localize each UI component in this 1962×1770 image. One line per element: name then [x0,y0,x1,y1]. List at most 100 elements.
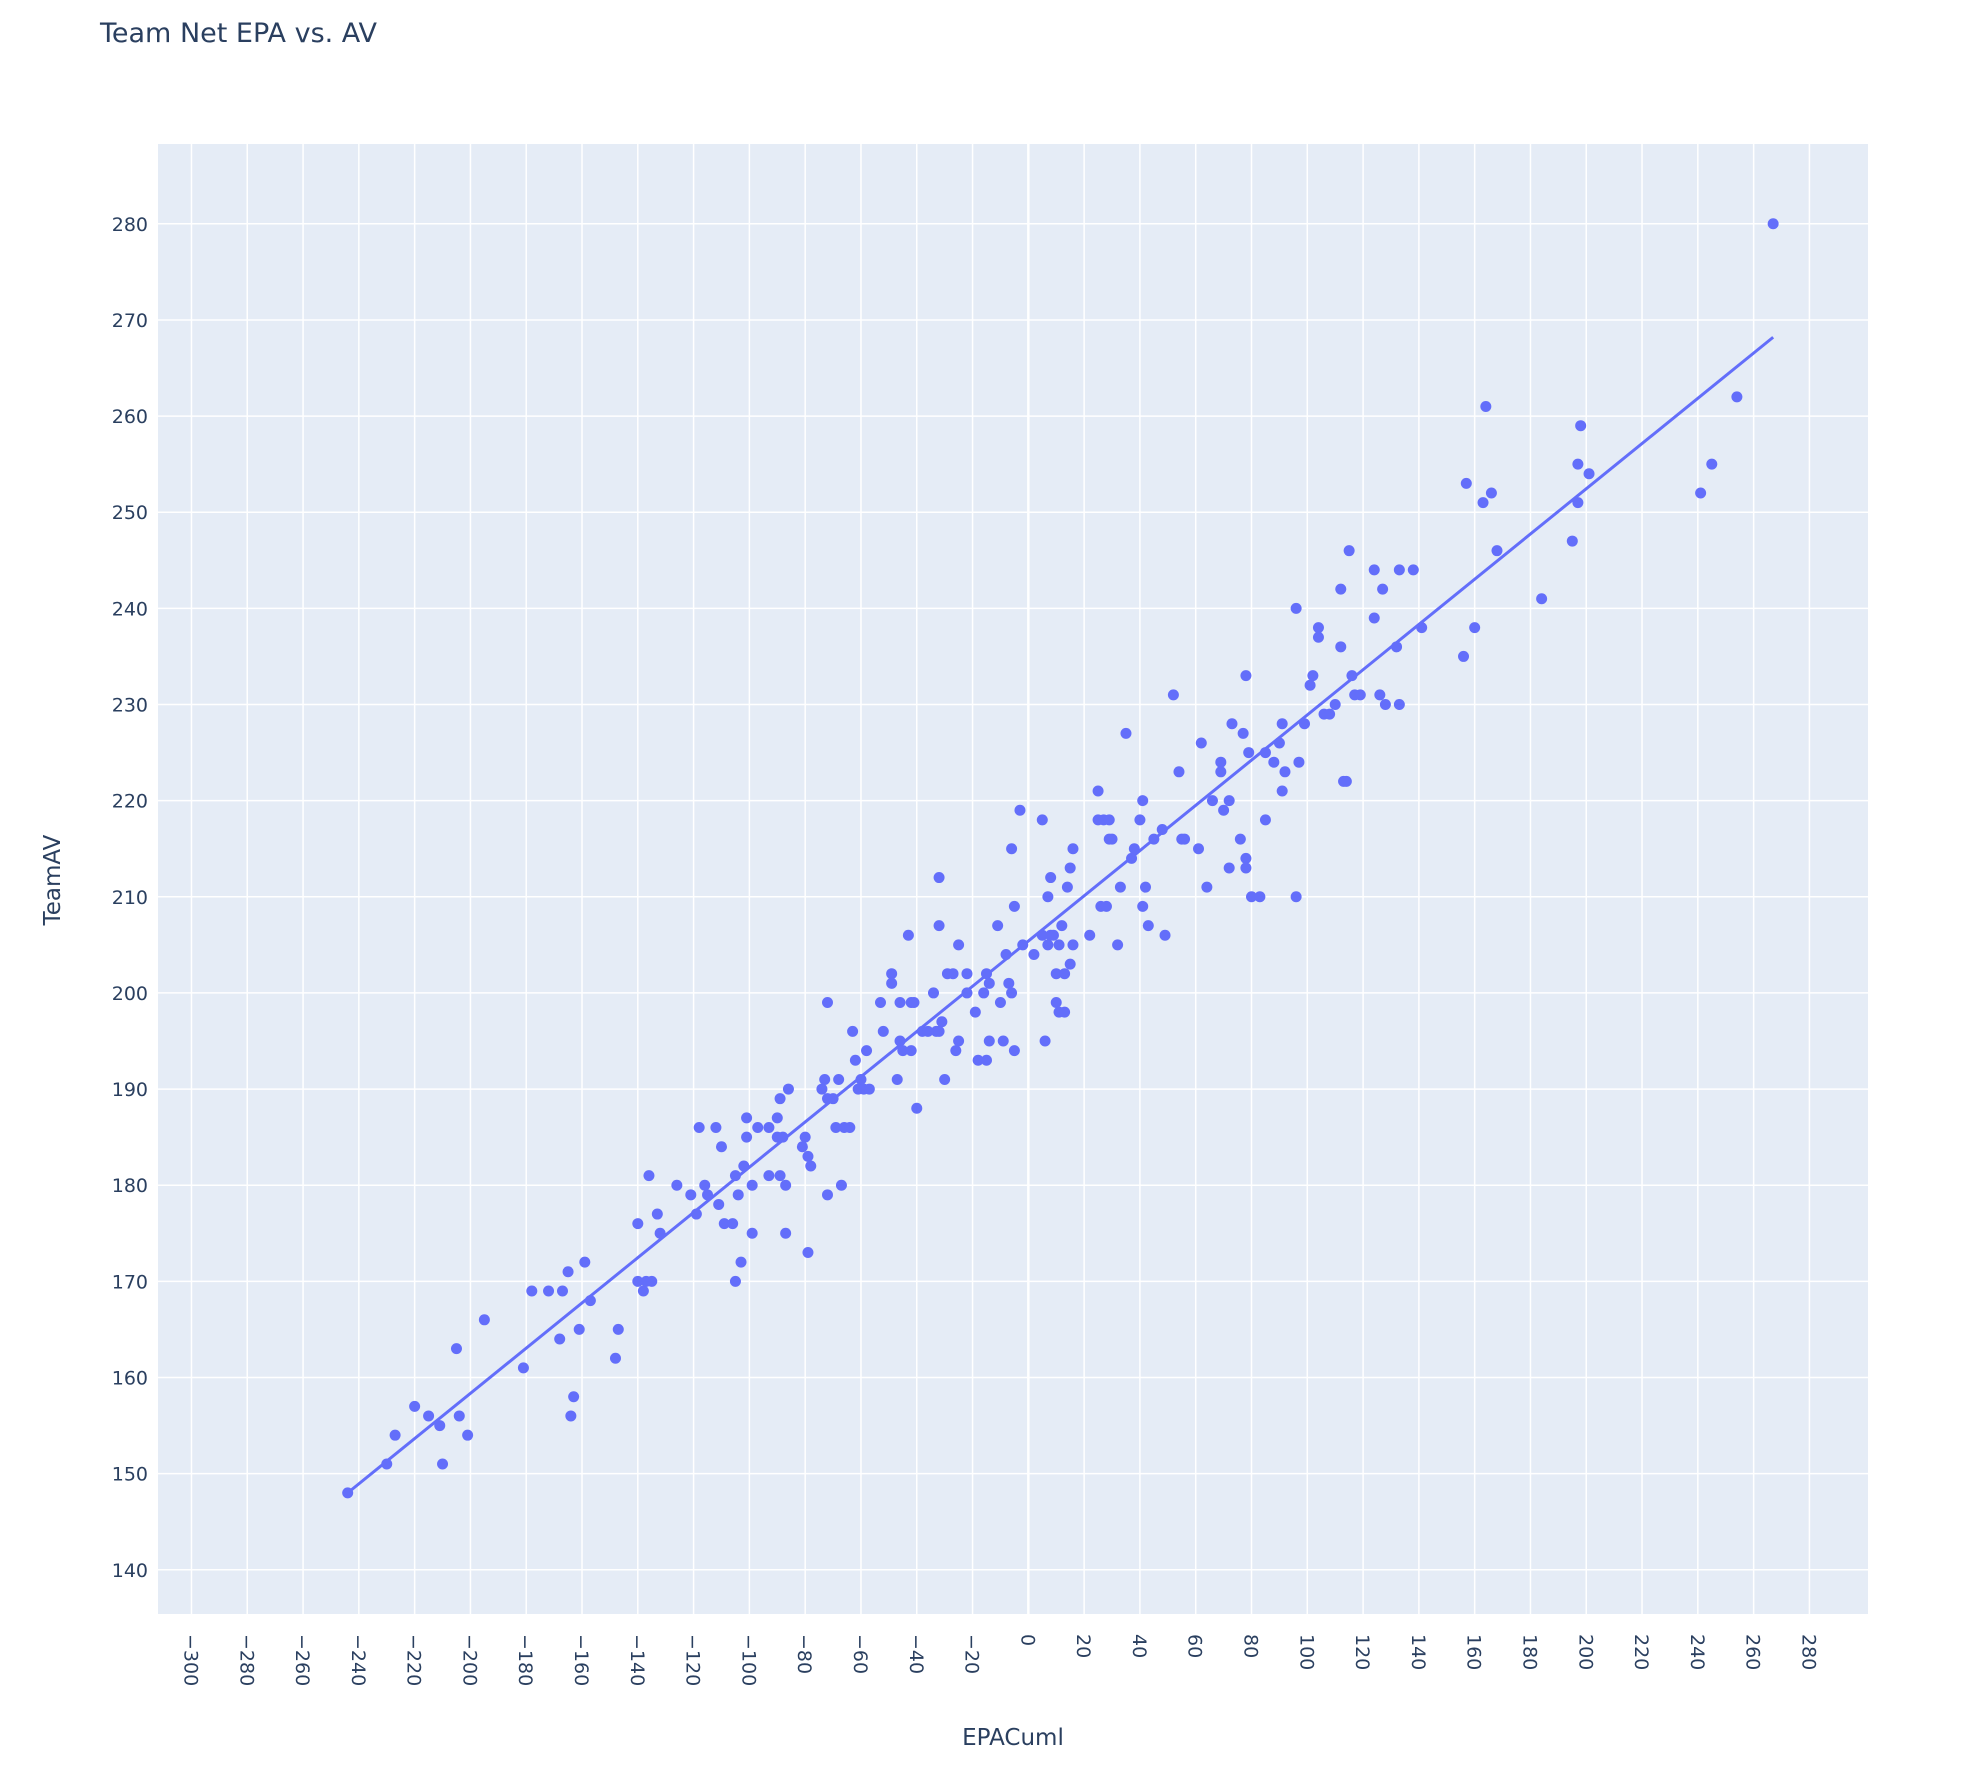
data-point [1223,795,1235,807]
data-point [1193,843,1205,855]
data-point [1106,833,1118,845]
data-point [980,1054,992,1066]
data-point [1695,487,1707,499]
x-tick-label: −240 [347,1634,369,1686]
data-point [877,1025,889,1037]
data-point [1215,766,1227,778]
data-point [1731,391,1743,403]
data-point [1304,679,1316,691]
data-point [961,968,973,980]
data-point [1416,622,1428,634]
data-point [1017,939,1029,951]
data-point [983,1035,995,1047]
data-point [685,1189,697,1201]
data-point [894,1035,906,1047]
data-point [1006,843,1018,855]
x-tick-label: −60 [849,1634,871,1674]
data-point [741,1131,753,1143]
y-tick-label: 250 [112,502,148,524]
data-point [1103,814,1115,826]
data-point [1379,699,1391,711]
data-point [1572,497,1584,509]
x-tick-label: −160 [570,1634,592,1686]
data-point [556,1285,568,1297]
data-point [1042,891,1054,903]
data-point [1167,689,1179,701]
data-point [693,1122,705,1134]
data-point [1100,900,1112,912]
data-point [1460,477,1472,489]
y-tick-label: 150 [112,1464,148,1486]
data-point [994,997,1006,1009]
data-point [1179,833,1191,845]
x-tick-label: 120 [1351,1634,1373,1670]
plot-background [158,144,1868,1614]
data-point [409,1400,421,1412]
data-point [1173,766,1185,778]
data-point [1142,920,1154,932]
data-point [1407,564,1419,576]
data-point [1335,641,1347,653]
data-point [780,1179,792,1191]
x-tick-label: 80 [1240,1634,1262,1658]
data-point [763,1170,775,1182]
x-tick-label: 220 [1630,1634,1652,1670]
data-point [1767,218,1779,230]
data-point [897,1045,909,1057]
x-tick-label: −180 [514,1634,536,1686]
data-point [1084,929,1096,941]
data-point [1279,766,1291,778]
data-point [933,872,945,884]
x-tick-label: 280 [1797,1634,1819,1670]
data-point [434,1420,446,1432]
x-tick-label: 140 [1407,1634,1429,1670]
data-point [863,1083,875,1095]
data-point [646,1275,658,1287]
data-point [1134,814,1146,826]
data-point [983,977,995,989]
data-point [1112,939,1124,951]
data-point [1047,929,1059,941]
data-point [833,1073,845,1085]
data-point [777,1131,789,1143]
y-tick-label: 140 [112,1560,148,1582]
data-point [953,939,965,951]
data-point [1050,997,1062,1009]
x-tick-label: −280 [235,1634,257,1686]
data-point [1480,400,1492,412]
y-tick-label: 270 [112,310,148,332]
x-tick-label: 200 [1574,1634,1596,1670]
data-point [1343,545,1355,557]
x-tick-label: −220 [403,1634,425,1686]
data-point [980,968,992,980]
data-point [1299,718,1311,730]
data-point [1346,670,1358,682]
data-point [763,1122,775,1134]
data-point [1290,602,1302,614]
data-point [1237,727,1249,739]
x-tick-label: −80 [793,1634,815,1674]
data-point [568,1391,580,1403]
data-point [741,1112,753,1124]
gridlines [158,144,1868,1614]
data-point [727,1218,739,1230]
data-point [849,1054,861,1066]
data-point [774,1093,786,1105]
data-point [1092,785,1104,797]
data-point [933,920,945,932]
x-tick-label: 40 [1128,1634,1150,1658]
data-point [774,1170,786,1182]
data-point [729,1275,741,1287]
data-point [1259,747,1271,759]
data-point [565,1410,577,1422]
data-point [671,1179,683,1191]
data-point [1374,689,1386,701]
data-point [1064,862,1076,874]
data-point [1240,852,1252,864]
data-point [746,1227,758,1239]
data-point [886,968,898,980]
y-axis-title: TeamAV [40,834,66,926]
data-point [612,1323,624,1335]
data-point [1307,670,1319,682]
